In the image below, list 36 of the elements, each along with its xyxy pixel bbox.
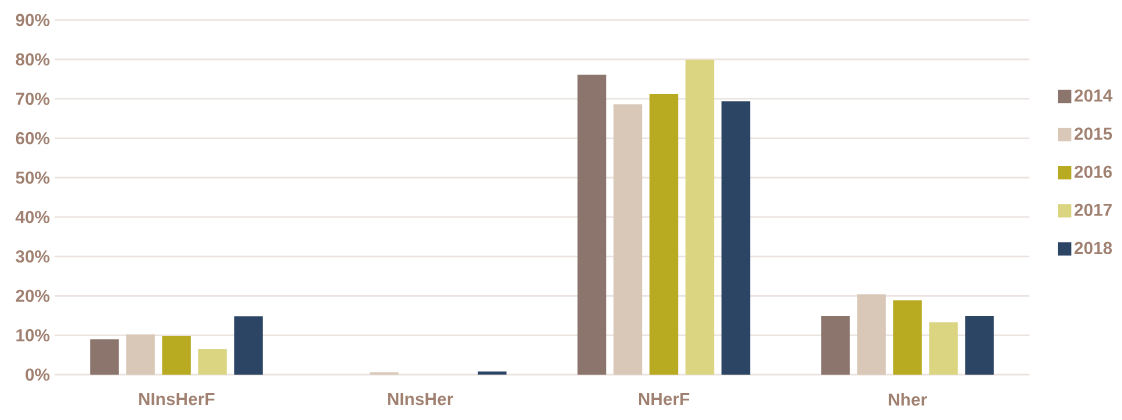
legend-label: 2014 bbox=[1074, 89, 1113, 102]
y-tick-label: 10% bbox=[16, 329, 50, 342]
bar bbox=[126, 334, 155, 375]
y-tick-label: 60% bbox=[15, 132, 50, 145]
bar bbox=[649, 94, 679, 375]
bar bbox=[965, 315, 994, 375]
bar bbox=[577, 74, 607, 375]
bar bbox=[234, 316, 263, 375]
y-tick-label: 30% bbox=[15, 250, 50, 263]
x-tick-label: NInsHerF bbox=[139, 393, 215, 406]
bar bbox=[821, 315, 850, 375]
bar bbox=[477, 371, 507, 375]
y-tick-label: 40% bbox=[15, 210, 50, 224]
bar bbox=[685, 59, 715, 375]
y-tick-label: 20% bbox=[15, 289, 50, 302]
x-tick-label: Nher bbox=[888, 393, 927, 406]
bar bbox=[198, 349, 227, 375]
y-tick-label: 0% bbox=[25, 368, 50, 381]
bar bbox=[929, 322, 958, 375]
bar bbox=[90, 339, 119, 375]
legend-label: 2017 bbox=[1074, 203, 1112, 217]
bar bbox=[857, 294, 886, 375]
bar bbox=[613, 104, 643, 375]
x-tick-label: NHerF bbox=[638, 393, 690, 406]
x-tick-label: NInsHer bbox=[388, 393, 454, 406]
legend-label: 2015 bbox=[1074, 127, 1113, 140]
legend-label: 2018 bbox=[1074, 241, 1112, 255]
y-tick-label: 90% bbox=[15, 13, 50, 27]
bar bbox=[721, 101, 751, 375]
bar bbox=[893, 300, 922, 375]
bar bbox=[162, 336, 191, 375]
y-tick-label: 80% bbox=[15, 53, 50, 66]
y-tick-label: 50% bbox=[15, 171, 50, 184]
bar bbox=[369, 372, 399, 375]
legend-label: 2016 bbox=[1074, 165, 1112, 178]
y-tick-label: 70% bbox=[16, 92, 50, 105]
